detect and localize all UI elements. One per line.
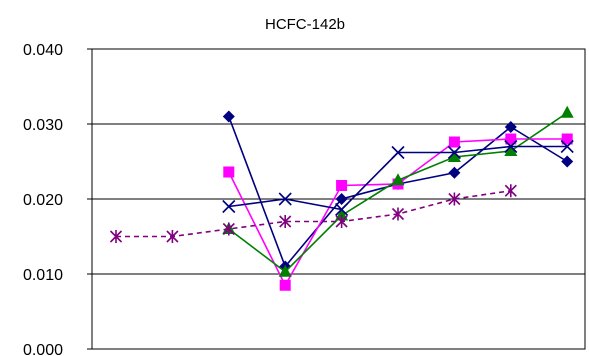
asterisk-marker (222, 222, 235, 236)
asterisk-marker (279, 215, 292, 228)
y-tick-label: 0.040 (23, 42, 63, 59)
square-marker (448, 136, 460, 148)
asterisk-marker (448, 192, 461, 206)
square-marker (223, 166, 235, 178)
asterisk-marker (335, 215, 348, 228)
series-3 (222, 105, 574, 277)
series-1 (222, 110, 574, 273)
series-5 (109, 184, 517, 243)
y-tick-label: 0.030 (23, 117, 63, 134)
series-line (116, 189, 511, 238)
asterisk-marker (166, 230, 179, 243)
asterisk-marker (391, 207, 405, 221)
triangle-marker (278, 264, 292, 277)
diamond-marker (222, 110, 235, 123)
diamond-marker (448, 166, 461, 179)
x-marker (222, 199, 236, 214)
square-marker (561, 133, 573, 145)
square-marker (279, 279, 291, 291)
y-tick-label: 0.010 (23, 267, 63, 284)
x-marker (335, 202, 349, 217)
x-marker (391, 145, 405, 160)
triangle-marker (447, 150, 461, 162)
triangle-marker (391, 173, 405, 186)
triangle-marker (504, 144, 518, 156)
diamond-marker (335, 193, 348, 205)
triangle-marker (560, 105, 574, 118)
asterisk-marker (109, 230, 123, 243)
x-marker (447, 145, 461, 160)
diamond-marker (561, 155, 574, 168)
chart-title: HCFC-142b (265, 16, 345, 33)
square-marker (505, 133, 517, 145)
square-marker (336, 180, 348, 191)
x-marker (278, 192, 292, 206)
y-tick-label: 0.000 (23, 342, 63, 356)
y-tick-label: 0.020 (23, 192, 63, 209)
diamond-marker (504, 121, 517, 133)
series-group (109, 105, 574, 291)
series-4 (222, 139, 574, 217)
x-marker (560, 139, 574, 154)
asterisk-marker (504, 184, 517, 198)
x-marker (504, 139, 518, 154)
y-axis: 0.000 0.010 0.020 0.030 0.040 (23, 42, 92, 356)
series-line (228, 112, 568, 273)
